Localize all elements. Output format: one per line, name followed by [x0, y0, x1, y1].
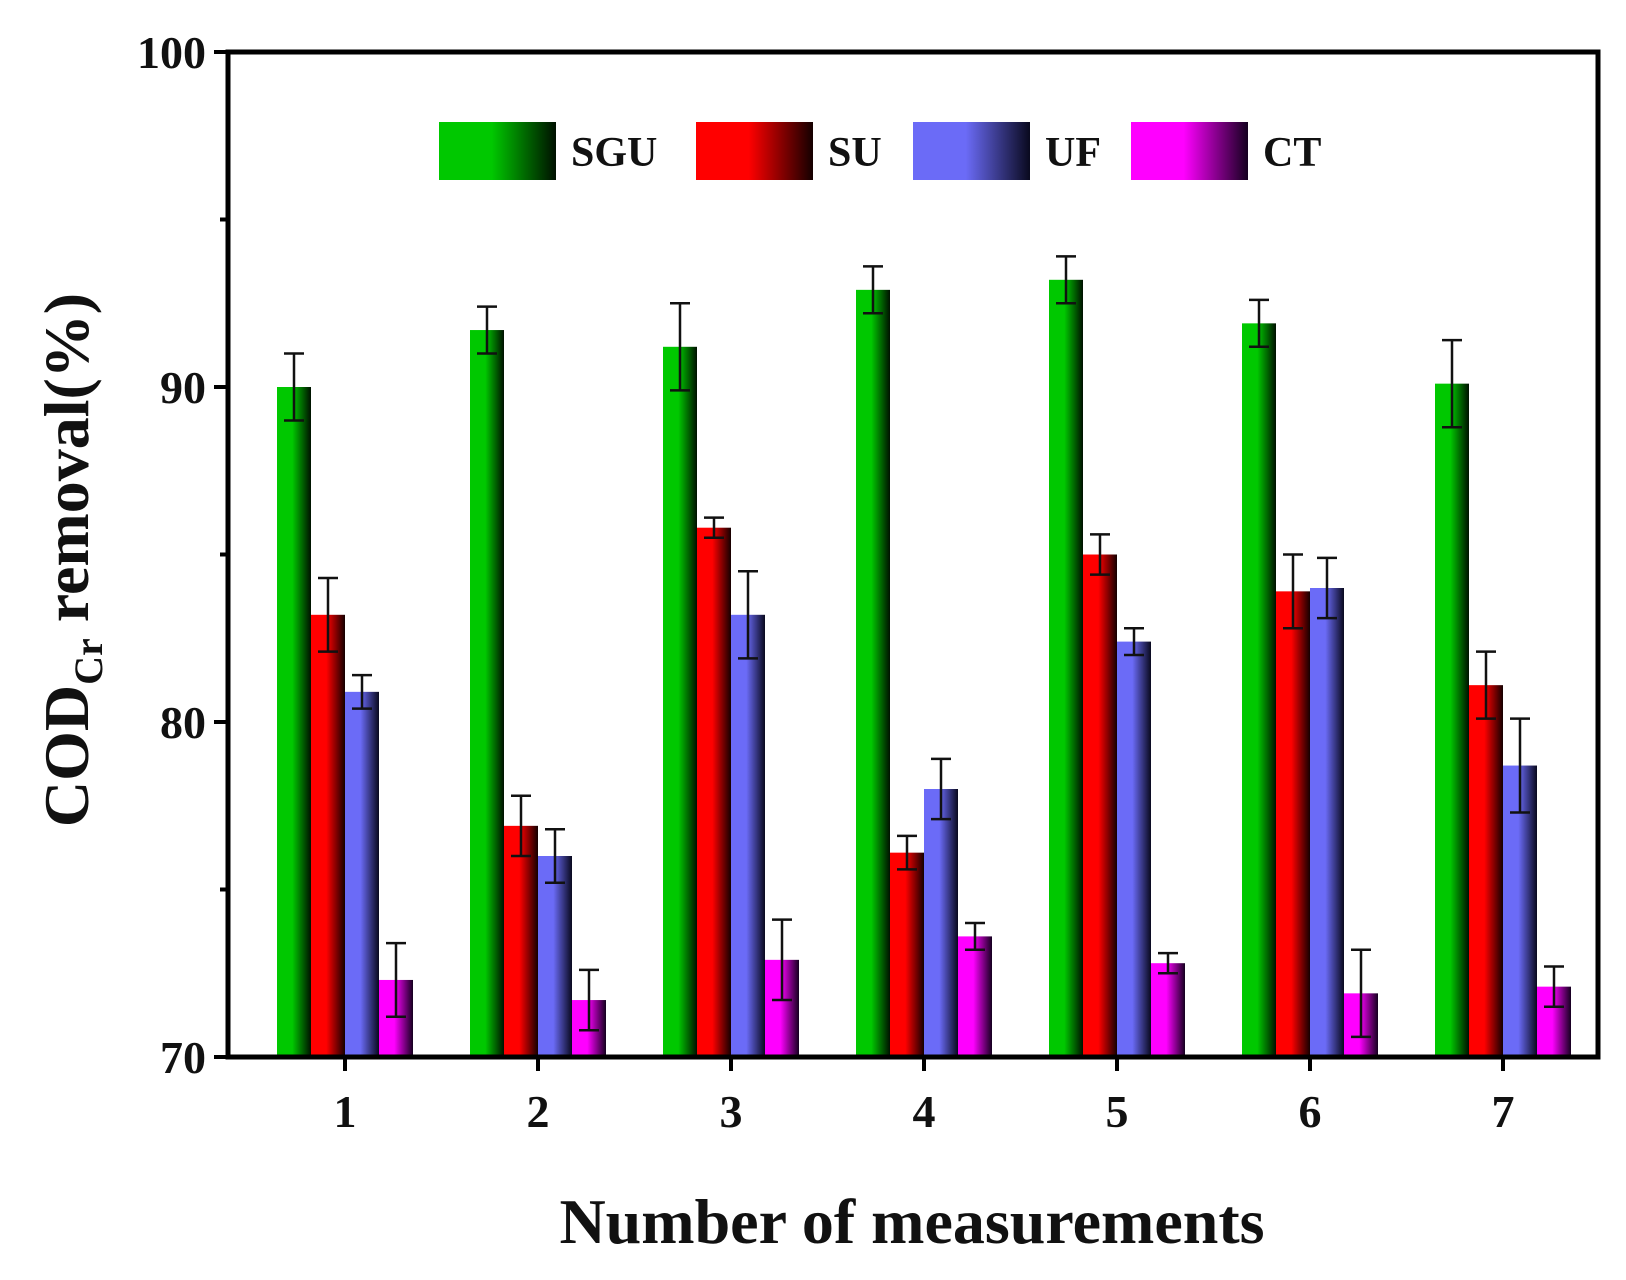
- error-bars-layer: [284, 255, 1564, 1039]
- error-bar-sgu-1: [284, 352, 304, 422]
- legend-item-uf: UF: [913, 122, 1101, 180]
- error-bar-sgu-4: [863, 265, 883, 315]
- legend-swatch-sgu: [439, 122, 556, 180]
- x-tick-label-4: 4: [913, 1086, 936, 1137]
- error-bar-ct-1: [386, 941, 406, 1019]
- bar-sgu-5: [1049, 279, 1083, 1057]
- y-axis: 70 80 90 100: [137, 27, 228, 1083]
- bar-su-6: [1276, 591, 1310, 1057]
- bar-uf-1: [345, 691, 379, 1057]
- y-axis-title-subscript: Cr: [66, 638, 111, 685]
- error-bar-ct-2: [579, 968, 599, 1032]
- legend: SGU SU UF CT: [439, 122, 1321, 180]
- error-bar-uf-5: [1124, 626, 1144, 657]
- error-bar-ct-6: [1351, 948, 1371, 1039]
- bar-su-3: [697, 527, 731, 1057]
- legend-swatch-su: [696, 122, 813, 180]
- error-bar-sgu-6: [1249, 298, 1269, 349]
- x-axis: 1 2 3 4 5 6 7: [334, 1057, 1515, 1137]
- error-bar-su-3: [704, 516, 724, 539]
- legend-item-ct: CT: [1131, 122, 1321, 180]
- legend-swatch-ct: [1131, 122, 1248, 180]
- x-tick-label-3: 3: [720, 1086, 743, 1137]
- error-bar-su-4: [897, 834, 917, 871]
- legend-label-ct: CT: [1263, 130, 1321, 176]
- error-bar-uf-3: [738, 570, 758, 660]
- error-bar-uf-1: [352, 673, 372, 710]
- legend-swatch-uf: [913, 122, 1030, 180]
- error-bar-su-7: [1476, 650, 1496, 720]
- bar-uf-2: [538, 856, 572, 1057]
- legend-label-su: SU: [828, 130, 882, 176]
- bar-sgu-3: [663, 346, 697, 1057]
- bar-uf-4: [924, 789, 958, 1057]
- error-bar-su-6: [1283, 553, 1303, 630]
- error-bar-ct-7: [1544, 965, 1564, 1008]
- y-axis-title: CODCr removal(%): [31, 293, 111, 827]
- legend-label-sgu: SGU: [571, 130, 657, 176]
- x-tick-label-5: 5: [1106, 1086, 1129, 1137]
- error-bar-su-2: [511, 794, 531, 858]
- x-tick-label-2: 2: [527, 1086, 550, 1137]
- error-bar-sgu-5: [1056, 255, 1076, 305]
- bar-ct-5: [1151, 963, 1185, 1057]
- y-axis-title-rest: removal(%): [31, 293, 102, 638]
- error-bar-uf-6: [1317, 556, 1337, 620]
- error-bar-sgu-7: [1442, 338, 1462, 429]
- bar-uf-6: [1310, 588, 1344, 1057]
- error-bar-sgu-2: [477, 305, 497, 355]
- error-bar-uf-4: [931, 757, 951, 821]
- bar-ct-4: [958, 936, 992, 1057]
- bar-su-7: [1469, 685, 1503, 1057]
- bar-uf-3: [731, 614, 765, 1057]
- x-axis-title: Number of measurements: [559, 1186, 1264, 1257]
- bar-sgu-4: [856, 289, 890, 1058]
- bar-sgu-6: [1242, 323, 1276, 1058]
- bar-uf-5: [1117, 641, 1151, 1057]
- y-axis-title-main: COD: [31, 685, 102, 827]
- x-tick-label-7: 7: [1492, 1086, 1515, 1137]
- bar-su-4: [890, 852, 924, 1057]
- error-bar-ct-4: [965, 921, 985, 952]
- error-bar-uf-7: [1510, 717, 1530, 814]
- error-bar-su-5: [1090, 533, 1110, 576]
- bar-su-5: [1083, 554, 1117, 1057]
- error-bar-uf-2: [545, 827, 565, 885]
- bar-su-2: [504, 825, 538, 1057]
- bars-layer: [277, 279, 1571, 1058]
- error-bar-su-1: [318, 576, 338, 653]
- legend-item-su: SU: [696, 122, 882, 180]
- error-bar-sgu-3: [670, 302, 690, 392]
- error-bar-ct-5: [1158, 951, 1178, 975]
- x-tick-label-1: 1: [334, 1086, 357, 1137]
- legend-label-uf: UF: [1045, 130, 1101, 176]
- bar-sgu-2: [470, 330, 504, 1057]
- bar-uf-7: [1503, 765, 1537, 1057]
- error-bar-ct-3: [772, 918, 792, 1002]
- y-tick-label-80: 80: [160, 697, 206, 748]
- y-tick-label-70: 70: [160, 1032, 206, 1083]
- y-tick-label-100: 100: [137, 27, 206, 78]
- bar-sgu-7: [1435, 383, 1469, 1057]
- bar-sgu-1: [277, 387, 311, 1057]
- bar-su-1: [311, 614, 345, 1057]
- y-tick-label-90: 90: [160, 362, 206, 413]
- x-tick-label-6: 6: [1299, 1086, 1322, 1137]
- legend-item-sgu: SGU: [439, 122, 657, 180]
